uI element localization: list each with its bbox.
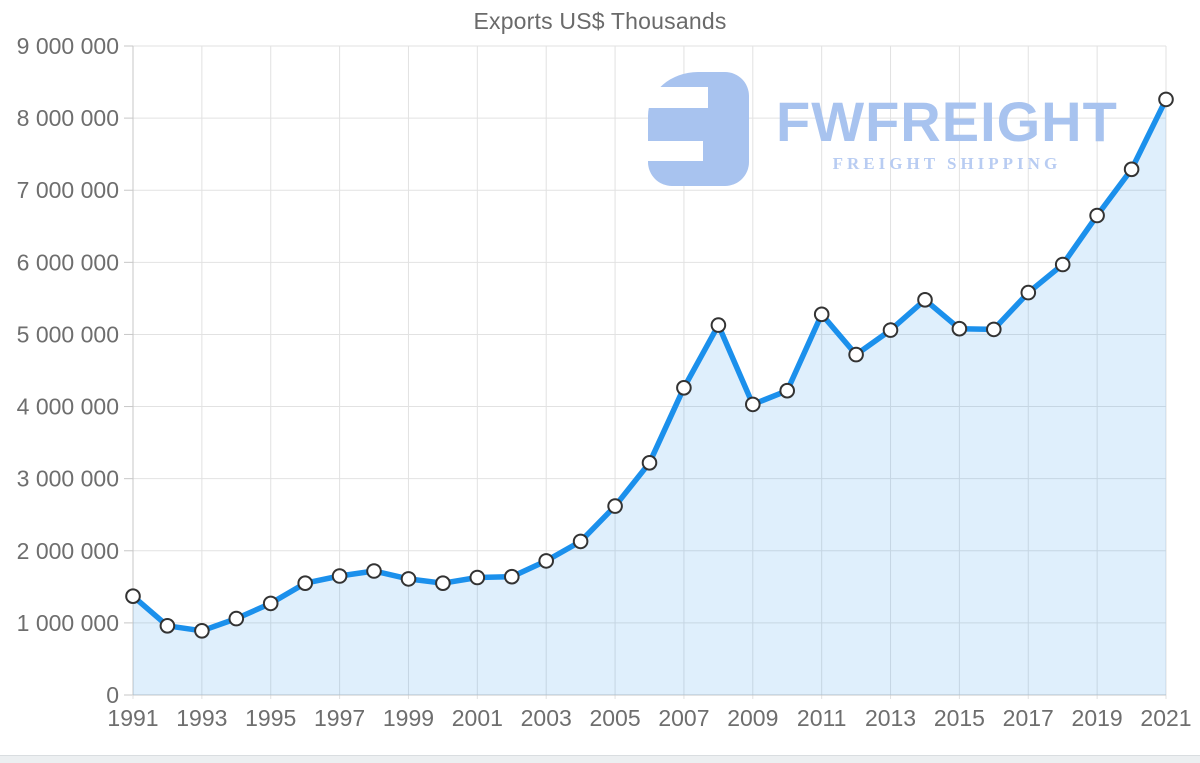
data-point-2021[interactable]	[1158, 91, 1174, 108]
data-point-2008[interactable]	[710, 317, 727, 333]
data-point-1995[interactable]	[262, 595, 279, 612]
y-axis-label-4: 4 000 000	[17, 394, 119, 420]
y-axis-label-6: 6 000 000	[17, 249, 119, 275]
x-axis-label-1997: 1997	[314, 705, 365, 731]
data-point-2001[interactable]	[469, 569, 486, 586]
x-axis-label-2009: 2009	[727, 705, 778, 731]
x-axis-label-1999: 1999	[383, 705, 434, 731]
data-point-2018[interactable]	[1054, 256, 1071, 273]
x-axis-label-2003: 2003	[521, 705, 572, 731]
data-point-2019[interactable]	[1089, 207, 1105, 224]
y-axis-label-1: 1 000 000	[17, 610, 119, 636]
y-axis-label-3: 3 000 000	[17, 466, 119, 492]
y-axis-label-9: 9 000 000	[17, 33, 119, 59]
exports-area-fill	[133, 99, 1166, 695]
data-point-2020[interactable]	[1123, 161, 1140, 178]
logo-notch-bottom	[647, 141, 703, 161]
x-axis-label-2021: 2021	[1140, 705, 1191, 731]
y-axis-label-5: 5 000 000	[17, 321, 119, 347]
y-axis-label-2: 2 000 000	[17, 538, 119, 564]
logo-notch-top	[647, 87, 708, 108]
data-point-2009[interactable]	[745, 396, 761, 413]
y-axis-label-7: 7 000 000	[17, 177, 119, 203]
brand-name: FWFREIGHT	[776, 90, 1118, 153]
data-point-2002[interactable]	[504, 568, 520, 585]
x-axis-label-2001: 2001	[452, 705, 503, 731]
x-axis-label-1995: 1995	[245, 705, 296, 731]
data-point-1998[interactable]	[366, 563, 382, 579]
chart-title: Exports US$ Thousands	[473, 8, 727, 34]
data-point-2016[interactable]	[986, 321, 1002, 338]
data-point-2017[interactable]	[1020, 284, 1037, 301]
data-point-2013[interactable]	[882, 322, 899, 338]
x-axis-label-1991: 1991	[107, 705, 158, 731]
x-axis-label-2019: 2019	[1072, 705, 1123, 731]
x-axis-label-2005: 2005	[589, 705, 640, 731]
data-point-2014[interactable]	[917, 292, 933, 308]
brand-watermark: FWFREIGHT FREIGHT SHIPPING	[647, 72, 1118, 186]
x-axis-label-2011: 2011	[797, 705, 846, 731]
brand-tagline: FREIGHT SHIPPING	[832, 154, 1062, 173]
x-axis-label-2015: 2015	[934, 705, 985, 731]
data-point-2004[interactable]	[572, 533, 589, 550]
x-axis-label-2013: 2013	[865, 705, 916, 731]
data-point-2006[interactable]	[641, 455, 658, 471]
brand-text-block: FWFREIGHT FREIGHT SHIPPING	[776, 94, 1118, 186]
data-point-1994[interactable]	[228, 610, 245, 627]
y-axis-label-8: 8 000 000	[17, 105, 119, 131]
data-point-1993[interactable]	[194, 623, 210, 639]
data-point-2011[interactable]	[813, 306, 830, 323]
fwfreight-logo-icon	[647, 72, 749, 186]
data-point-1997[interactable]	[331, 568, 348, 584]
data-point-2015[interactable]	[951, 320, 968, 337]
x-axis-label-2017: 2017	[1003, 705, 1054, 731]
x-axis-label-1993: 1993	[176, 705, 227, 731]
data-point-1991[interactable]	[125, 588, 141, 605]
data-point-1996[interactable]	[297, 575, 314, 592]
page-bottom-edge	[0, 755, 1200, 763]
data-point-1992[interactable]	[159, 618, 176, 634]
data-point-2012[interactable]	[848, 346, 864, 363]
data-point-2003[interactable]	[538, 553, 555, 569]
data-point-2007[interactable]	[676, 380, 692, 396]
y-axis-label-0: 0	[106, 682, 119, 708]
data-point-1999[interactable]	[400, 571, 417, 587]
data-point-2000[interactable]	[435, 575, 451, 592]
data-point-2005[interactable]	[607, 498, 623, 514]
data-point-2010[interactable]	[779, 382, 796, 399]
x-axis-label-2007: 2007	[658, 705, 709, 731]
